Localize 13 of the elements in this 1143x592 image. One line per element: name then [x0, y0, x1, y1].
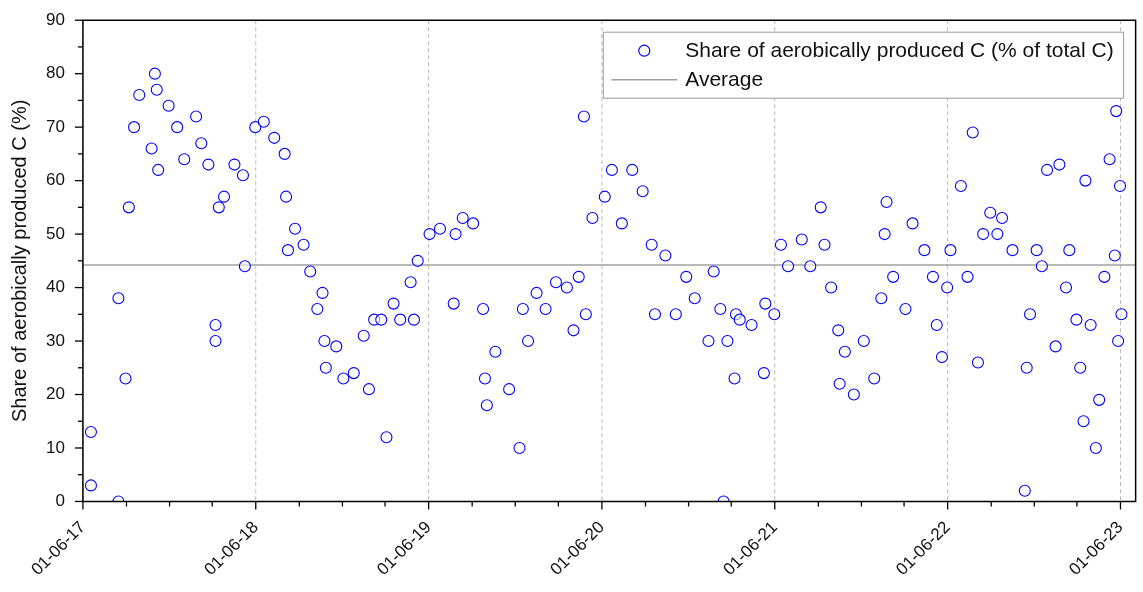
y-tick-label: 90	[45, 9, 65, 29]
y-tick-label: 20	[45, 384, 65, 404]
legend-label: Share of aerobically produced C (% of total C)	[685, 38, 1114, 62]
legend-label: Average	[685, 67, 764, 91]
y-tick-label: 80	[45, 63, 65, 83]
y-axis-title: Share of aerobically produced C (%)	[7, 99, 30, 423]
y-tick-label: 70	[45, 116, 65, 136]
y-tick-label: 0	[55, 491, 65, 511]
y-tick-label: 40	[45, 277, 65, 297]
y-tick-label: 10	[45, 437, 65, 457]
y-tick-label: 60	[45, 170, 65, 190]
y-tick-label: 50	[45, 223, 65, 243]
y-tick-label: 30	[45, 330, 65, 350]
